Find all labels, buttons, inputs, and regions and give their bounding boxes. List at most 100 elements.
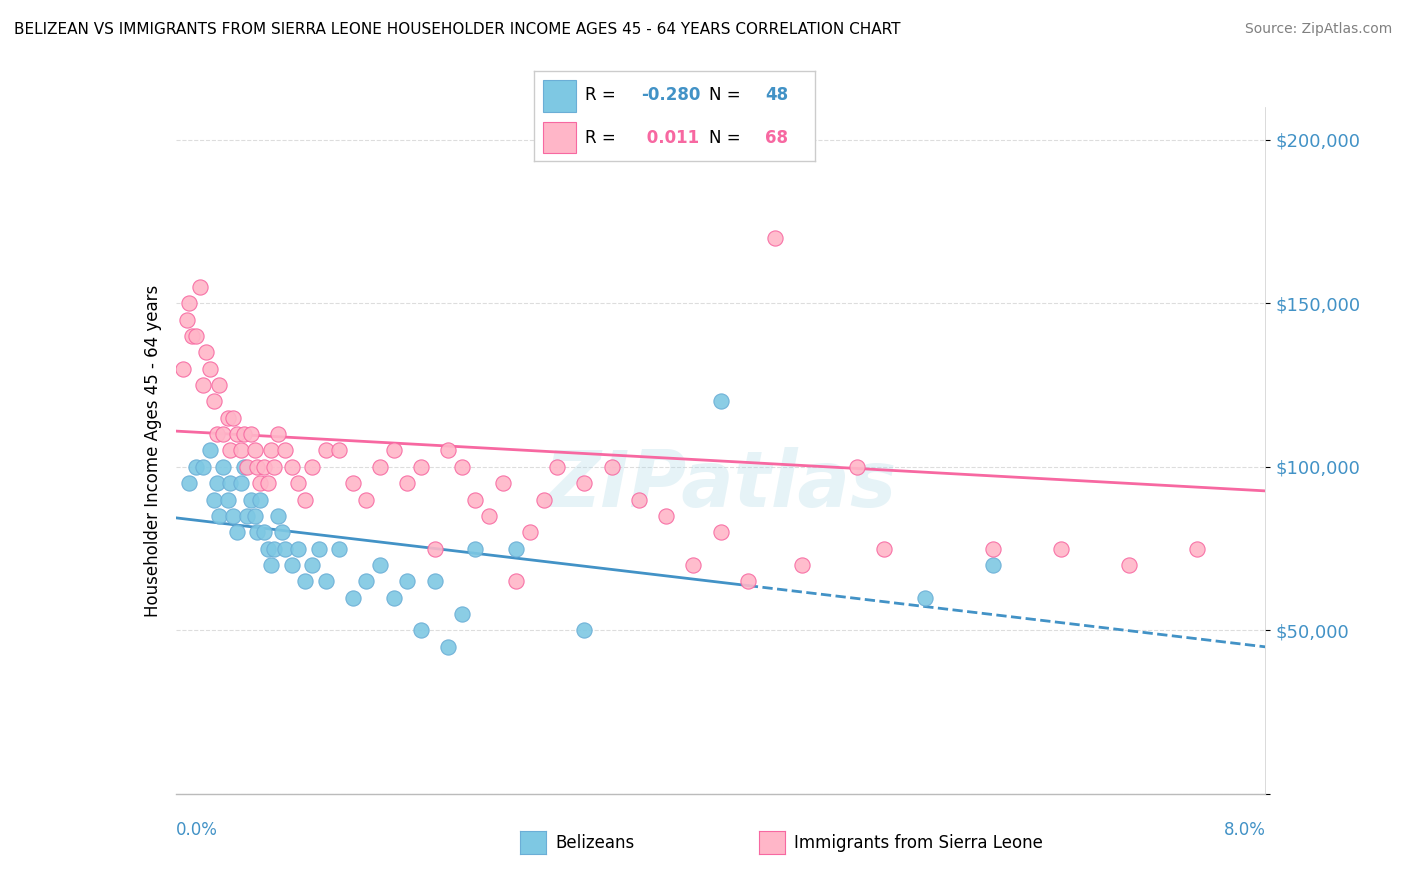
Point xyxy=(176,312,198,326)
Text: 0.0%: 0.0% xyxy=(176,821,218,838)
Point xyxy=(226,427,249,442)
Point xyxy=(368,558,391,572)
Point xyxy=(328,541,350,556)
Point xyxy=(260,443,283,458)
Point xyxy=(246,459,269,474)
Point xyxy=(574,624,596,638)
Point xyxy=(308,541,330,556)
Point xyxy=(737,574,759,589)
Point xyxy=(873,541,896,556)
Point xyxy=(763,231,786,245)
Text: 8.0%: 8.0% xyxy=(1223,821,1265,838)
Point xyxy=(437,443,460,458)
Text: Source: ZipAtlas.com: Source: ZipAtlas.com xyxy=(1244,22,1392,37)
Point xyxy=(519,525,541,540)
Point xyxy=(263,541,285,556)
Point xyxy=(212,427,235,442)
Point xyxy=(263,459,285,474)
Point xyxy=(423,574,446,589)
Point xyxy=(328,443,350,458)
Point xyxy=(188,280,211,294)
Point xyxy=(249,476,271,491)
Point xyxy=(232,427,254,442)
Point xyxy=(294,574,316,589)
Point xyxy=(450,459,472,474)
Point xyxy=(600,459,623,474)
Point xyxy=(710,394,733,409)
Point xyxy=(243,443,266,458)
Point xyxy=(710,525,733,540)
FancyBboxPatch shape xyxy=(543,80,576,112)
Point xyxy=(235,508,257,523)
Point xyxy=(253,525,276,540)
Point xyxy=(267,508,290,523)
Point xyxy=(202,394,225,409)
Point xyxy=(464,492,486,507)
Point xyxy=(294,492,316,507)
Point xyxy=(1118,558,1140,572)
Point xyxy=(208,378,231,392)
Point xyxy=(478,508,501,523)
Point xyxy=(382,443,405,458)
Point xyxy=(287,541,309,556)
Point xyxy=(257,541,280,556)
Point xyxy=(239,492,262,507)
Text: BELIZEAN VS IMMIGRANTS FROM SIERRA LEONE HOUSEHOLDER INCOME AGES 45 - 64 YEARS C: BELIZEAN VS IMMIGRANTS FROM SIERRA LEONE… xyxy=(14,22,901,37)
Point xyxy=(208,508,231,523)
Point xyxy=(219,443,242,458)
Point xyxy=(396,574,419,589)
Point xyxy=(356,492,378,507)
Point xyxy=(172,361,194,376)
Point xyxy=(1187,541,1209,556)
Point xyxy=(505,574,527,589)
Text: -0.280: -0.280 xyxy=(641,87,700,104)
Point xyxy=(231,443,253,458)
Point xyxy=(356,574,378,589)
Text: N =: N = xyxy=(709,87,745,104)
Text: N =: N = xyxy=(709,129,745,147)
Point xyxy=(396,476,419,491)
Point xyxy=(191,459,214,474)
Point xyxy=(655,508,678,523)
Point xyxy=(981,558,1004,572)
Point xyxy=(186,459,208,474)
Point xyxy=(845,459,868,474)
Point xyxy=(222,410,245,425)
Point xyxy=(792,558,814,572)
Point xyxy=(301,558,323,572)
Point xyxy=(409,459,432,474)
Point xyxy=(267,427,290,442)
Point xyxy=(217,492,239,507)
Point xyxy=(232,459,254,474)
Point xyxy=(235,459,257,474)
Text: 48: 48 xyxy=(765,87,787,104)
Point xyxy=(198,443,221,458)
Text: 0.011: 0.011 xyxy=(641,129,699,147)
Point xyxy=(205,427,228,442)
Point xyxy=(198,361,221,376)
Point xyxy=(1050,541,1073,556)
Y-axis label: Householder Income Ages 45 - 64 years: Householder Income Ages 45 - 64 years xyxy=(143,285,162,616)
Point xyxy=(179,476,201,491)
Point xyxy=(574,476,596,491)
Point xyxy=(181,329,204,343)
Point xyxy=(505,541,527,556)
Point xyxy=(222,508,245,523)
Point xyxy=(226,525,249,540)
Text: R =: R = xyxy=(585,87,621,104)
Point xyxy=(257,476,280,491)
Point xyxy=(194,345,217,359)
Point xyxy=(231,476,253,491)
Point xyxy=(280,558,302,572)
Point xyxy=(274,443,297,458)
Point xyxy=(253,459,276,474)
Text: Belizeans: Belizeans xyxy=(555,834,634,852)
Point xyxy=(219,476,242,491)
Text: 68: 68 xyxy=(765,129,787,147)
Point xyxy=(315,443,337,458)
Point xyxy=(464,541,486,556)
Point xyxy=(217,410,239,425)
Point xyxy=(342,591,364,605)
Point xyxy=(342,476,364,491)
Point xyxy=(191,378,214,392)
